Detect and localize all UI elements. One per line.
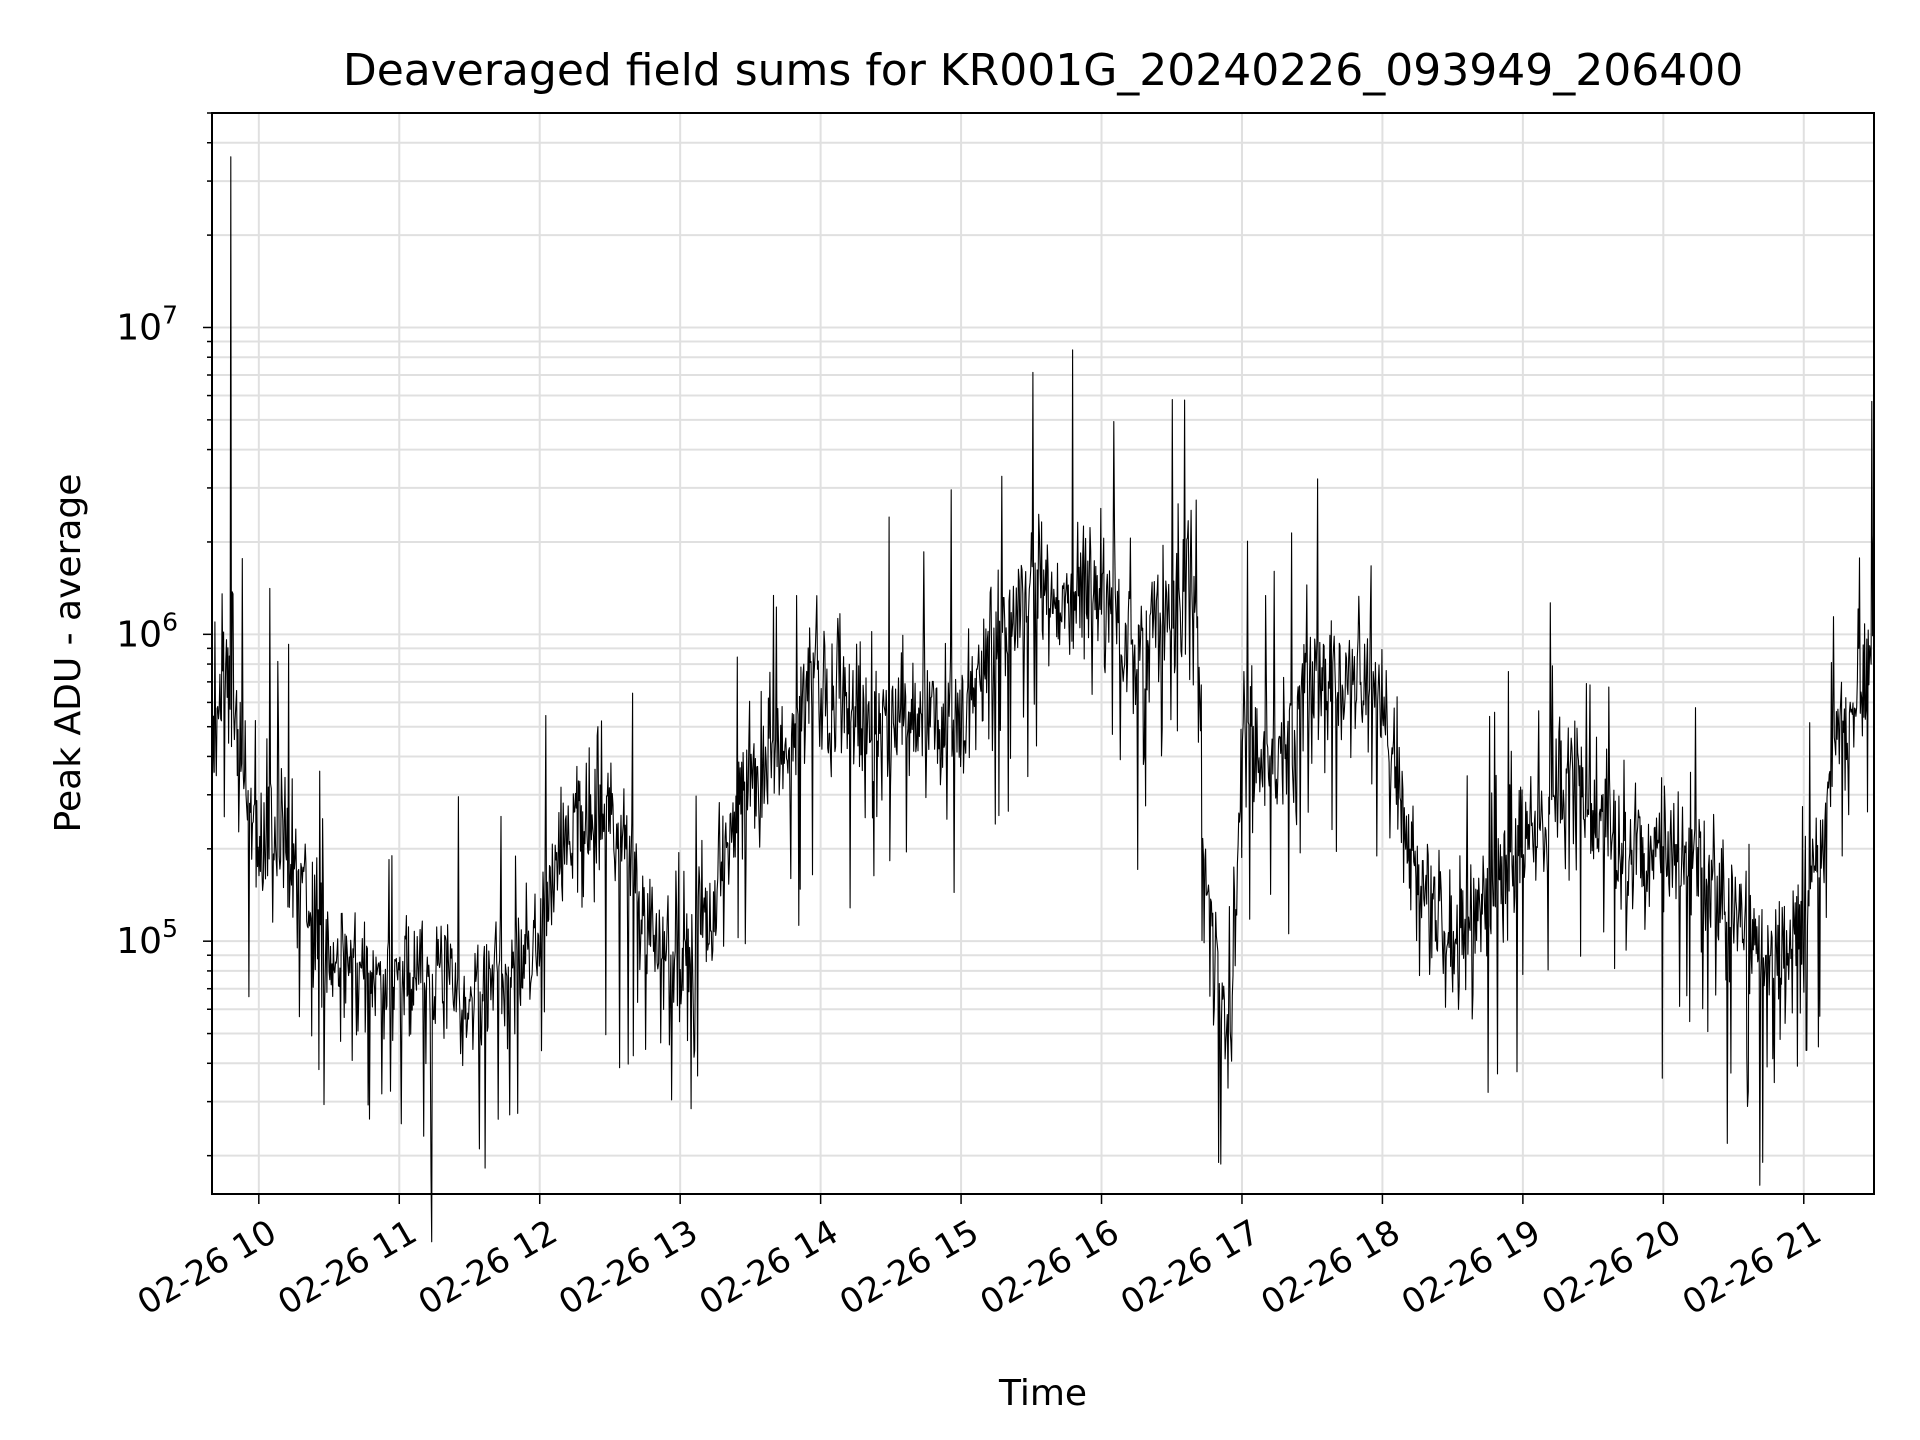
y-tick-label: 106	[116, 607, 178, 655]
y-axis-label: Peak ADU - average	[48, 474, 89, 833]
plot-frame	[211, 112, 1875, 1195]
x-axis-label: Time	[998, 1373, 1087, 1414]
data-series	[211, 156, 1875, 1243]
y-tick-label: 105	[116, 914, 178, 962]
chart-title: Deaveraged field sums for KR001G_2024022…	[343, 45, 1743, 96]
y-axis: 105 106 107	[116, 112, 212, 1157]
y-tick-label: 107	[116, 300, 178, 348]
series-line	[211, 156, 1875, 1243]
